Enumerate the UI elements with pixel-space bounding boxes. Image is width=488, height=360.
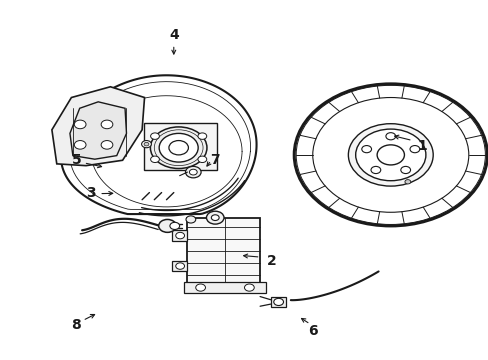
- Circle shape: [198, 133, 206, 139]
- Polygon shape: [61, 75, 256, 214]
- Circle shape: [355, 129, 425, 181]
- Circle shape: [158, 220, 176, 232]
- Circle shape: [101, 140, 113, 149]
- Circle shape: [244, 284, 254, 291]
- Text: 2: 2: [266, 254, 276, 268]
- Text: 6: 6: [307, 324, 317, 338]
- Polygon shape: [172, 230, 186, 241]
- Text: 3: 3: [86, 185, 96, 199]
- Text: 4: 4: [168, 28, 178, 42]
- Text: 1: 1: [417, 139, 427, 153]
- Circle shape: [273, 298, 283, 306]
- Circle shape: [189, 169, 197, 175]
- Circle shape: [101, 120, 113, 129]
- Circle shape: [168, 140, 188, 155]
- Circle shape: [206, 211, 224, 224]
- Circle shape: [409, 145, 419, 153]
- Circle shape: [294, 84, 487, 226]
- Circle shape: [185, 166, 201, 178]
- Circle shape: [142, 140, 151, 148]
- Polygon shape: [52, 87, 144, 166]
- Circle shape: [370, 166, 380, 174]
- Polygon shape: [185, 216, 264, 289]
- Text: 8: 8: [71, 318, 81, 332]
- Polygon shape: [143, 123, 216, 170]
- FancyBboxPatch shape: [270, 297, 286, 307]
- Circle shape: [404, 180, 410, 184]
- Circle shape: [376, 145, 404, 165]
- Polygon shape: [186, 218, 260, 284]
- Circle shape: [74, 120, 86, 129]
- Circle shape: [175, 263, 184, 269]
- Circle shape: [400, 166, 410, 174]
- Circle shape: [198, 156, 206, 163]
- Circle shape: [211, 215, 219, 221]
- Text: 7: 7: [210, 153, 220, 167]
- Circle shape: [150, 156, 159, 163]
- Circle shape: [159, 134, 198, 162]
- Circle shape: [347, 124, 432, 186]
- Circle shape: [175, 232, 184, 239]
- Circle shape: [385, 133, 395, 140]
- Circle shape: [185, 216, 195, 223]
- Circle shape: [169, 222, 179, 229]
- Text: 5: 5: [71, 153, 81, 167]
- Circle shape: [74, 140, 86, 149]
- Polygon shape: [183, 282, 266, 293]
- Circle shape: [144, 142, 149, 146]
- Circle shape: [150, 133, 159, 139]
- Circle shape: [361, 145, 371, 153]
- Circle shape: [195, 284, 205, 291]
- Polygon shape: [70, 102, 126, 159]
- Polygon shape: [172, 261, 186, 271]
- Circle shape: [150, 127, 206, 168]
